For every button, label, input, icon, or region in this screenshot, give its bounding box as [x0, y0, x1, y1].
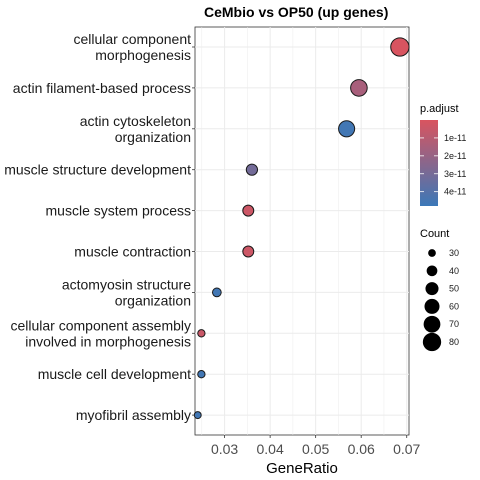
y-tick-label: muscle system process [46, 203, 191, 219]
data-point [242, 204, 255, 217]
x-tick-label: 0.03 [211, 441, 238, 457]
data-point [338, 120, 356, 138]
size-legend-dot [428, 249, 436, 257]
data-point [245, 163, 259, 176]
size-legend-label: 70 [449, 319, 459, 329]
data-point [197, 370, 206, 379]
y-tick-label: muscle cell development [38, 366, 191, 382]
grid-lines [195, 27, 409, 435]
size-legend-label: 50 [449, 284, 459, 294]
plot-panel [194, 26, 410, 436]
data-point [350, 79, 368, 97]
size-legend-label: 30 [449, 248, 459, 258]
data-point [390, 37, 410, 57]
color-legend: p.adjust 1e-11 2e-11 3e-11 4e-11 [420, 103, 466, 206]
y-tick-label: muscle structure development [4, 162, 191, 178]
size-legend-dot [423, 315, 441, 333]
y-tick-label: actin cytoskeleton organization [80, 113, 191, 145]
x-axis-ticks: 0.03 0.04 0.05 0.06 0.07 [211, 435, 421, 457]
size-legend-dot [426, 265, 438, 277]
size-legend-label: 40 [449, 266, 459, 276]
color-legend-label: 2e-11 [444, 151, 466, 161]
y-tick-label: myofibril assembly [76, 407, 191, 423]
data-point [197, 329, 206, 338]
data-point [212, 287, 222, 298]
y-axis-ticks: cellular component morphogenesis actin fil… [4, 31, 195, 423]
size-legend-dot [424, 298, 440, 314]
data-point [193, 411, 202, 420]
y-tick-label: actomyosin structure organization [62, 276, 191, 308]
size-legend-dot [422, 332, 442, 352]
color-legend-bar [420, 120, 438, 206]
x-tick-label: 0.05 [302, 441, 329, 457]
color-legend-title: p.adjust [420, 103, 459, 115]
size-legend-label: 80 [449, 337, 459, 347]
x-tick-label: 0.07 [393, 441, 420, 457]
x-axis-title: GeneRatio [266, 460, 338, 477]
y-tick-label: actin filament-based process [13, 80, 191, 96]
size-legend-dot [425, 282, 439, 296]
size-legend: Count 30 40 50 60 70 80 [420, 228, 459, 352]
x-tick-label: 0.06 [348, 441, 375, 457]
size-legend-title: Count [420, 228, 449, 240]
data-point [242, 245, 255, 258]
x-tick-label: 0.04 [257, 441, 284, 457]
y-tick-label: cellular component morphogenesis [73, 31, 191, 63]
y-tick-label: muscle contraction [74, 244, 191, 260]
y-tick-label: cellular component assembly involved in m… [10, 317, 191, 349]
chart-title: CeMbio vs OP50 (up genes) [204, 4, 388, 20]
size-legend-label: 60 [449, 301, 459, 311]
color-legend-label: 4e-11 [444, 187, 466, 197]
data-points [193, 37, 410, 420]
color-legend-label: 3e-11 [444, 169, 466, 179]
color-legend-label: 1e-11 [444, 133, 466, 143]
